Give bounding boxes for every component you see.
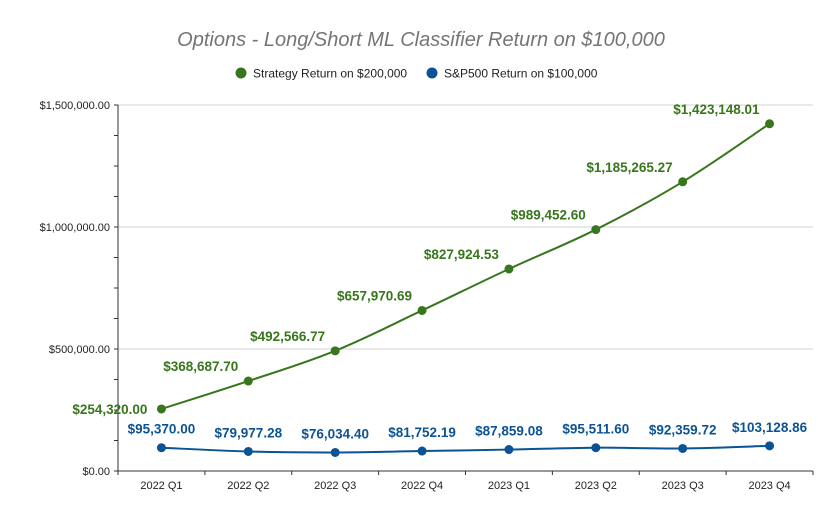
series-line-1 bbox=[161, 444, 770, 454]
data-point bbox=[678, 177, 688, 187]
data-label: $79,977.28 bbox=[215, 425, 283, 440]
data-label: $92,359.72 bbox=[649, 422, 717, 437]
data-point bbox=[765, 441, 775, 451]
legend-marker bbox=[426, 67, 438, 79]
data-label: $103,128.86 bbox=[732, 420, 808, 435]
data-point bbox=[156, 443, 166, 453]
x-tick-label: 2023 Q2 bbox=[575, 480, 617, 492]
data-point bbox=[417, 446, 427, 456]
y-tick-label: $1,000,000.00 bbox=[40, 222, 110, 234]
data-label: $989,452.60 bbox=[511, 208, 586, 223]
data-point bbox=[765, 119, 775, 129]
x-tick-label: 2022 Q2 bbox=[227, 480, 269, 492]
x-tick-label: 2023 Q3 bbox=[662, 480, 704, 492]
x-tick-label: 2022 Q4 bbox=[401, 480, 443, 492]
x-tick-label: 2022 Q3 bbox=[314, 480, 356, 492]
data-point bbox=[417, 305, 427, 315]
data-point bbox=[591, 443, 601, 453]
data-point bbox=[330, 346, 340, 356]
data-labels: $254,320.00 $368,687.70 $492,566.77 $657,97… bbox=[72, 102, 807, 442]
axes: $0.00 $500,000.00 $1,000,000.00 $1,500,000.… bbox=[40, 100, 814, 492]
data-label: $1,423,148.01 bbox=[673, 102, 760, 117]
legend-label: Strategy Return on $200,000 bbox=[253, 67, 407, 81]
series-line-0 bbox=[161, 122, 771, 410]
data-label: $1,185,265.27 bbox=[586, 160, 672, 175]
data-point bbox=[156, 404, 166, 414]
x-tick-label: 2023 Q1 bbox=[488, 480, 530, 492]
data-point bbox=[678, 443, 688, 453]
data-point bbox=[591, 225, 601, 235]
data-point bbox=[504, 445, 514, 455]
data-label: $87,859.08 bbox=[475, 424, 543, 439]
data-label: $368,687.70 bbox=[163, 359, 238, 374]
data-point bbox=[243, 446, 253, 456]
data-label: $95,370.00 bbox=[128, 422, 196, 437]
grid bbox=[118, 104, 813, 350]
data-point bbox=[504, 264, 514, 274]
data-label: $81,752.19 bbox=[388, 425, 456, 440]
data-label: $95,511.60 bbox=[562, 422, 629, 437]
data-point bbox=[243, 376, 253, 386]
data-label: $254,320.00 bbox=[72, 402, 147, 417]
data-point bbox=[330, 447, 340, 457]
y-tick-label: $500,000.00 bbox=[49, 344, 110, 356]
data-label: $827,924.53 bbox=[424, 247, 500, 262]
data-label: $492,566.77 bbox=[250, 329, 325, 344]
data-label: $76,034.40 bbox=[301, 426, 369, 441]
y-tick-label: $1,500,000.00 bbox=[40, 100, 110, 112]
legend-marker bbox=[235, 67, 247, 79]
data-label: $657,970.69 bbox=[337, 288, 412, 303]
x-tick-label: 2022 Q1 bbox=[140, 480, 182, 492]
y-tick-label: $0.00 bbox=[82, 466, 110, 478]
legend: Strategy Return on $200,000 S&P500 Return… bbox=[235, 67, 598, 81]
series-group bbox=[156, 119, 775, 457]
x-tick-label: 2023 Q4 bbox=[748, 480, 790, 492]
legend-label: S&P500 Return on $100,000 bbox=[444, 67, 598, 81]
chart-title: Options - Long/Short ML Classifier Retur… bbox=[177, 29, 665, 51]
